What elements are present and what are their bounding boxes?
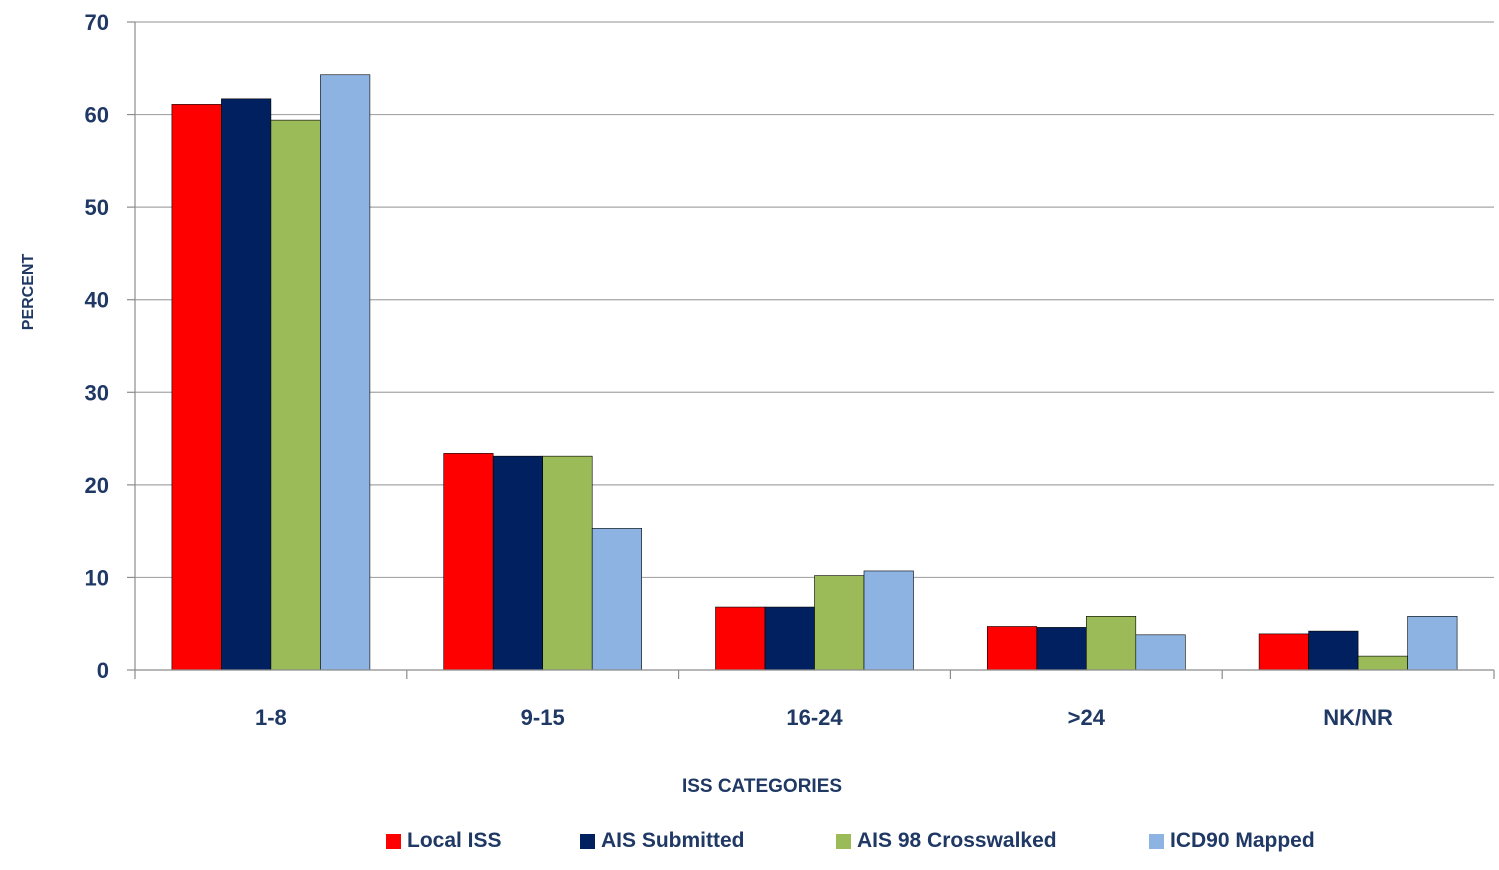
bar xyxy=(171,104,222,671)
legend-label: AIS 98 Crosswalked xyxy=(857,829,1057,852)
bar xyxy=(814,575,865,671)
x-tick-label: 1-8 xyxy=(255,705,287,730)
legend-swatch xyxy=(580,833,595,849)
bar xyxy=(1308,630,1359,671)
x-tick-label: 16-24 xyxy=(786,705,843,730)
bars xyxy=(171,74,1458,671)
y-tick-label: 0 xyxy=(97,658,109,683)
bar xyxy=(443,453,494,671)
bar xyxy=(986,626,1038,671)
bar xyxy=(1357,655,1408,671)
legend-swatch xyxy=(836,833,851,849)
bar xyxy=(492,455,544,671)
y-tick-label: 40 xyxy=(85,288,109,313)
legend-swatch xyxy=(386,833,401,849)
axes: 0 10 20 30 40 50 60 70 1-8 9-15 16-24 >24 NK/NR xyxy=(85,10,1495,730)
y-tick-label: 60 xyxy=(85,103,109,128)
bar xyxy=(221,98,272,671)
bar xyxy=(1407,616,1458,671)
x-tick-label: >24 xyxy=(1068,705,1106,730)
bar xyxy=(542,455,593,671)
bar xyxy=(1135,634,1186,671)
bar xyxy=(1258,633,1309,671)
legend-item-local-iss: Local ISS xyxy=(386,826,502,856)
legend-item-ais-submitted: AIS Submitted xyxy=(580,826,745,856)
bar xyxy=(1086,616,1137,671)
bar xyxy=(270,119,321,671)
bar xyxy=(1036,627,1087,671)
bar xyxy=(591,528,643,671)
bar xyxy=(715,606,766,671)
legend-item-icd90-mapped: ICD90 Mapped xyxy=(1149,826,1315,856)
legend-label: AIS Submitted xyxy=(601,829,745,852)
bar xyxy=(764,606,815,671)
x-axis-label: ISS CATEGORIES xyxy=(682,776,842,797)
y-tick-label: 20 xyxy=(85,473,109,498)
bar xyxy=(320,74,371,671)
legend-label: Local ISS xyxy=(407,829,502,852)
legend-item-ais-98-crosswalked: AIS 98 Crosswalked xyxy=(836,826,1057,856)
y-axis-label: PERCENT xyxy=(20,254,37,331)
x-tick-label: NK/NR xyxy=(1323,705,1393,730)
y-tick-label: 70 xyxy=(85,10,109,35)
y-tick-label: 30 xyxy=(85,380,109,405)
legend: Local ISS AIS Submitted AIS 98 Crosswalk… xyxy=(0,826,1499,856)
legend-swatch xyxy=(1149,833,1164,849)
legend-label: ICD90 Mapped xyxy=(1170,829,1315,852)
y-tick-label: 10 xyxy=(85,565,109,590)
bar xyxy=(863,570,914,671)
y-tick-label: 50 xyxy=(85,195,109,220)
x-tick-label: 9-15 xyxy=(521,705,565,730)
